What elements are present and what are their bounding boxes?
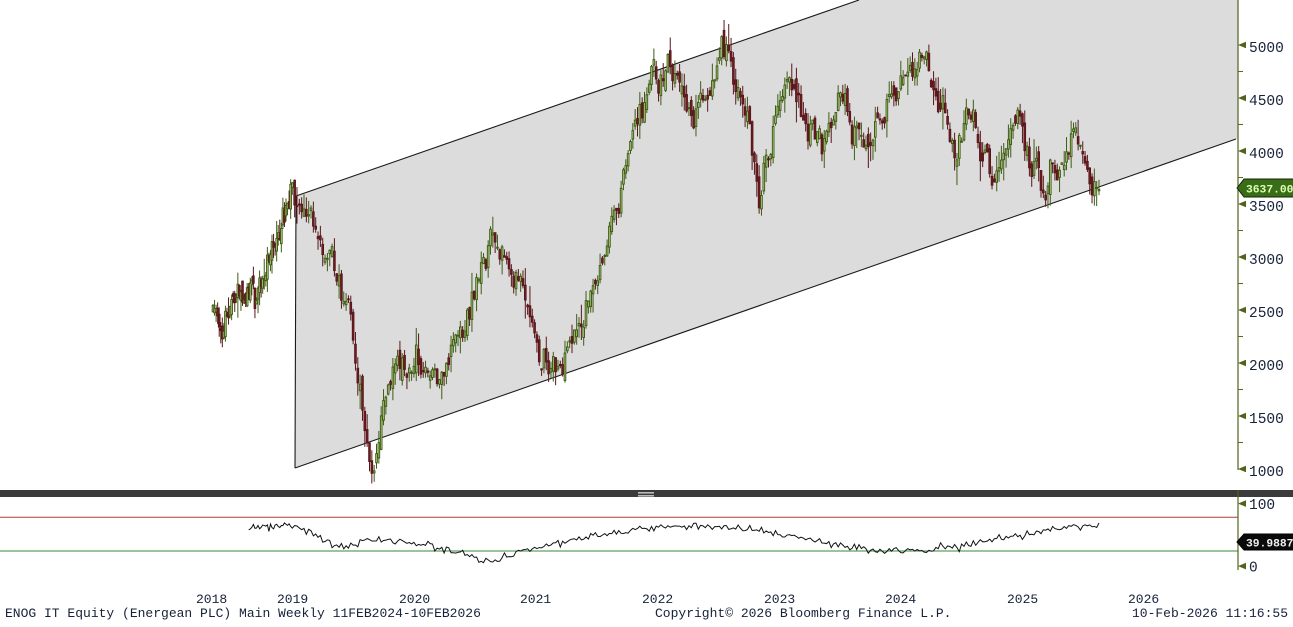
- svg-text:4500: 4500: [1249, 94, 1284, 110]
- svg-text:2500: 2500: [1249, 306, 1284, 322]
- svg-text:1000: 1000: [1249, 465, 1284, 481]
- svg-text:3637.00: 3637.00: [1246, 185, 1293, 197]
- svg-text:4000: 4000: [1249, 147, 1284, 163]
- svg-text:0: 0: [1249, 561, 1258, 577]
- svg-text:2000: 2000: [1249, 359, 1284, 375]
- svg-text:100: 100: [1249, 498, 1275, 514]
- svg-text:3500: 3500: [1249, 200, 1284, 216]
- svg-text:5000: 5000: [1249, 41, 1284, 57]
- svg-text:39.9887: 39.9887: [1246, 539, 1293, 551]
- svg-text:3000: 3000: [1249, 253, 1284, 269]
- svg-text:1500: 1500: [1249, 412, 1284, 428]
